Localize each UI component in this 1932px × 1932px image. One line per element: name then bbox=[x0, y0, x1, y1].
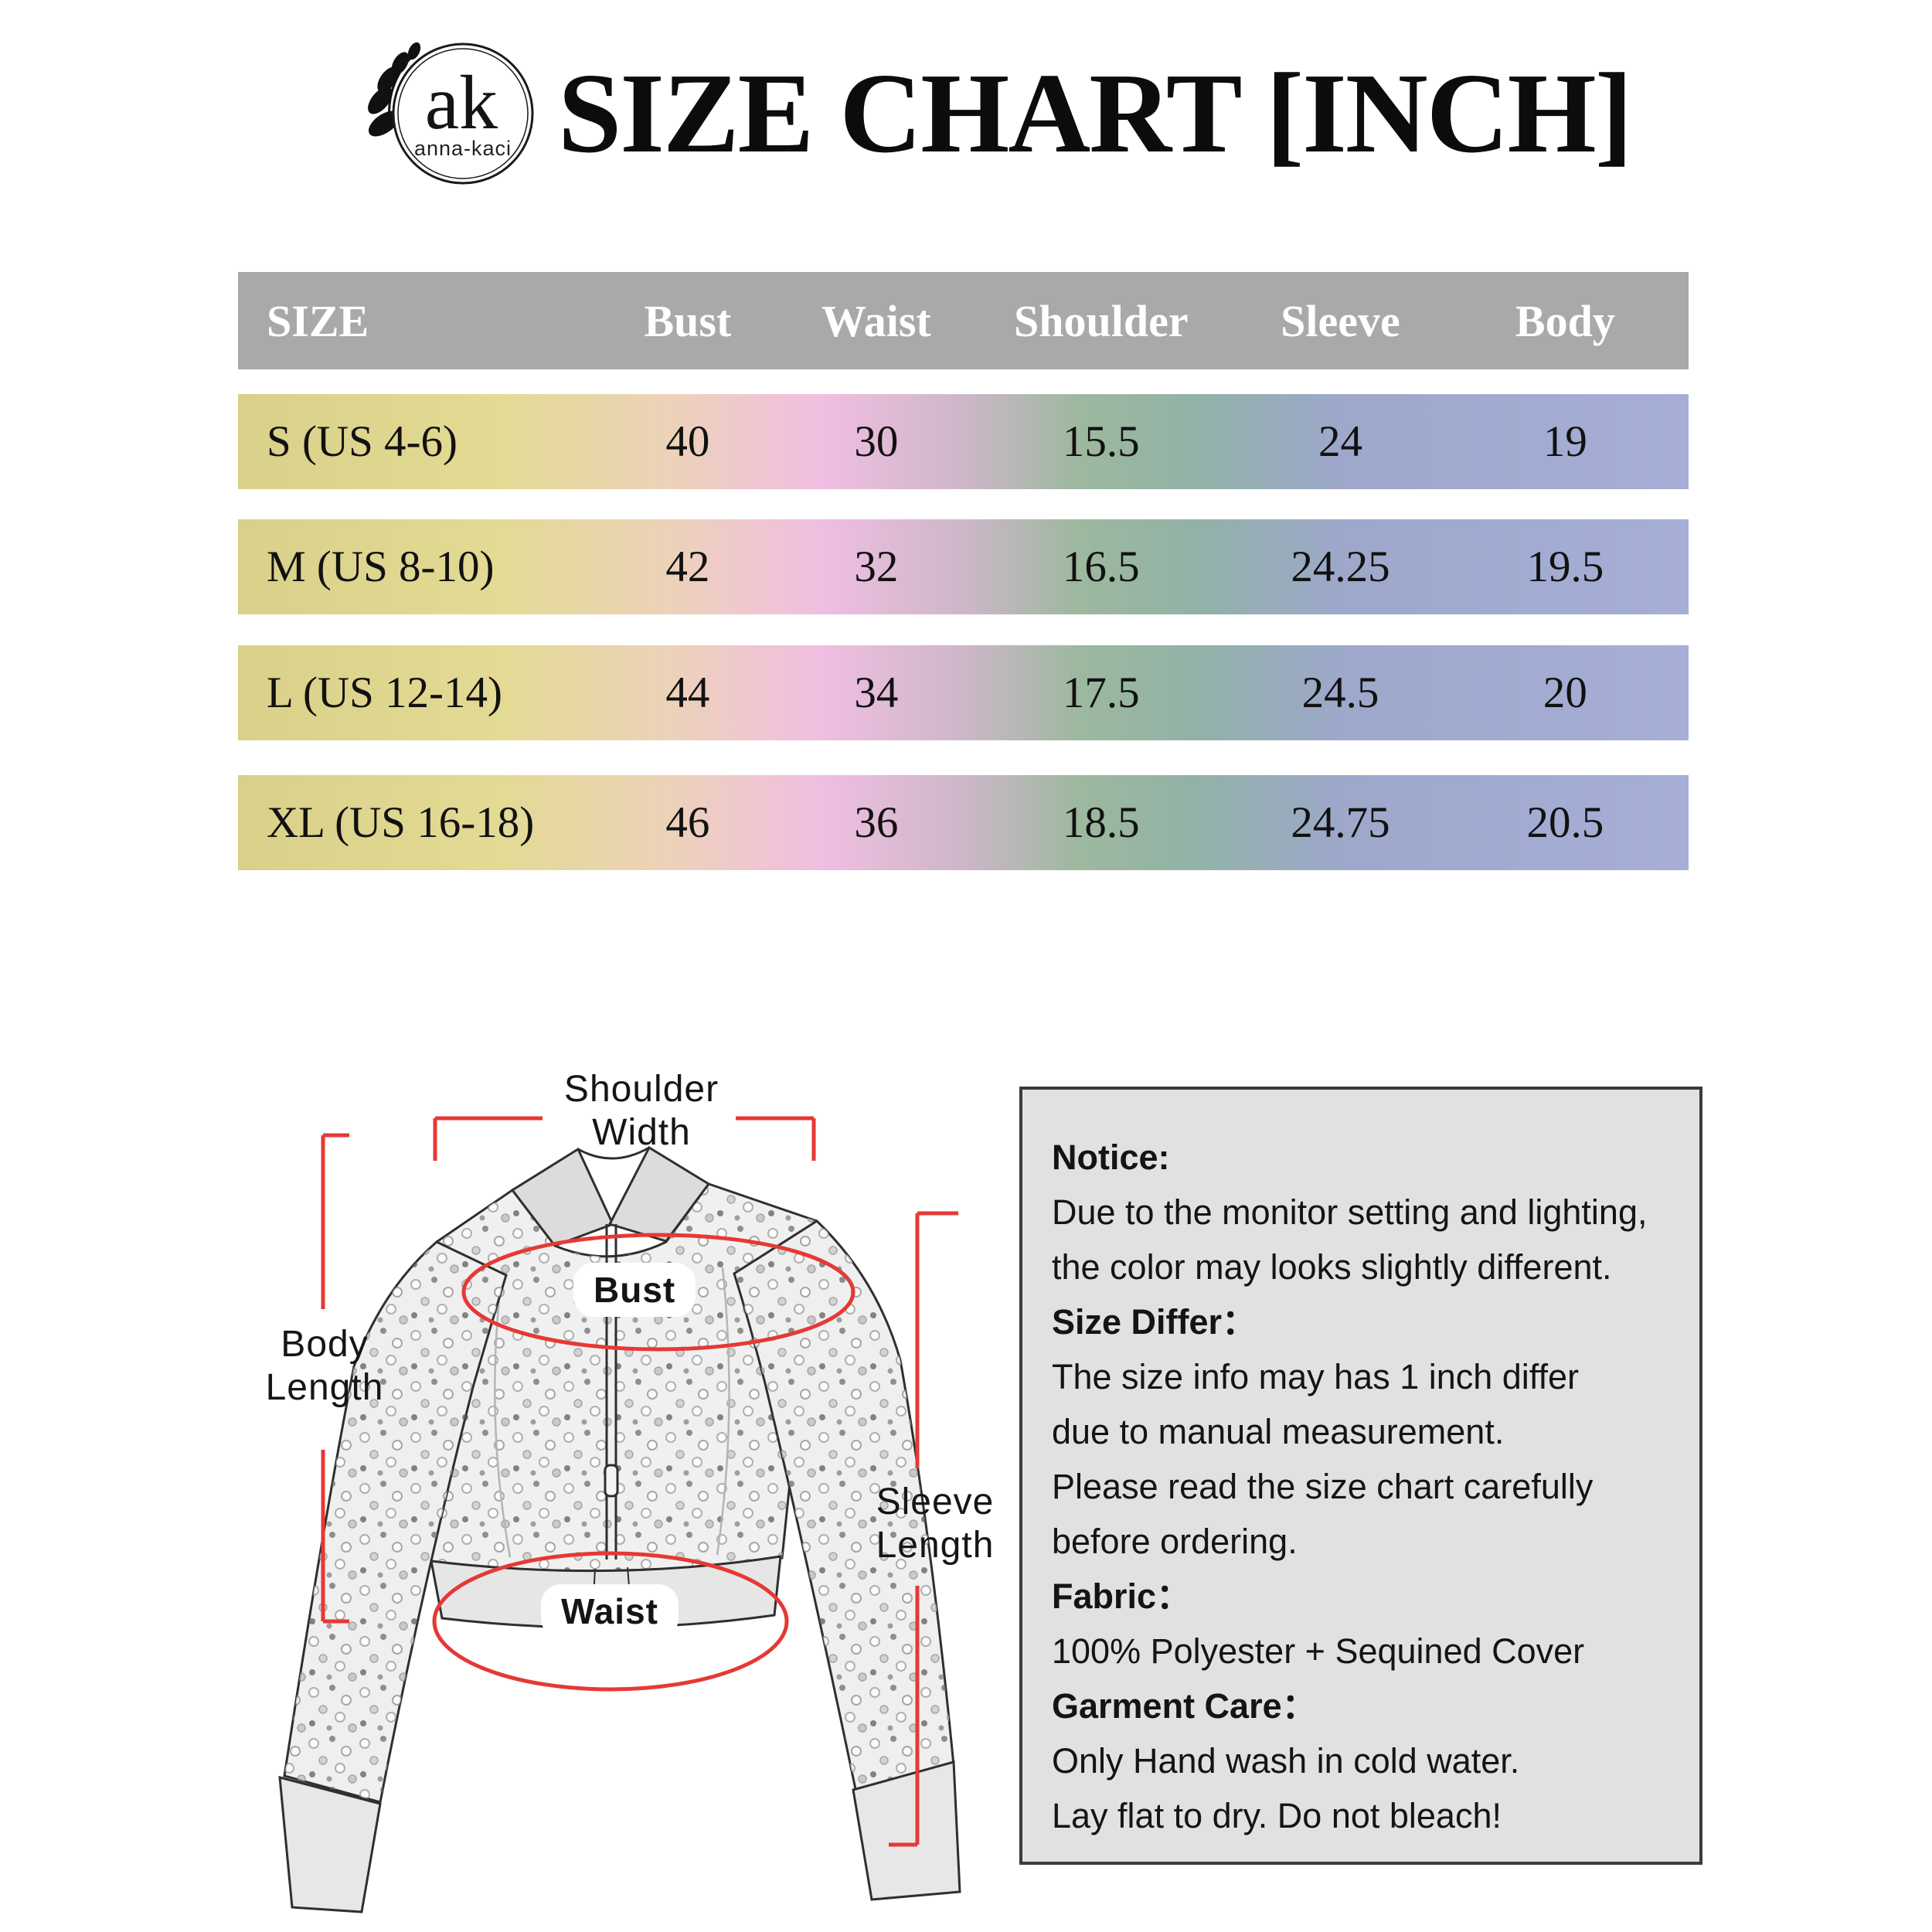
row-shoulder: 18.5 bbox=[1062, 798, 1140, 847]
shoulder-width-bracket bbox=[433, 1116, 816, 1161]
body-length-label: Body Length bbox=[265, 1324, 384, 1408]
garment-measurement-diagram bbox=[278, 1116, 961, 1913]
row-bust: 42 bbox=[665, 543, 710, 591]
leaf-sprig-icon bbox=[368, 42, 421, 137]
table-row: M (US 8-10) 42 32 16.5 24.25 19.5 bbox=[238, 519, 1689, 614]
notice-text: Please read the size chart carefully bbox=[1052, 1467, 1594, 1506]
waist-ellipse bbox=[432, 1551, 789, 1692]
page-title: SIZE CHART [INCH] bbox=[558, 50, 1633, 177]
row-sleeve: 24.75 bbox=[1291, 798, 1390, 847]
notice-box: Notice: Due to the monitor setting and l… bbox=[1019, 1087, 1702, 1865]
notice-text: due to manual measurement. bbox=[1052, 1412, 1505, 1451]
row-sleeve: 24.25 bbox=[1291, 543, 1390, 591]
notice-text: Due to the monitor setting and lighting, bbox=[1052, 1192, 1648, 1232]
row-bust: 46 bbox=[665, 798, 710, 847]
row-shoulder: 15.5 bbox=[1062, 417, 1140, 466]
sleeve-length-label: Sleeve Length bbox=[876, 1481, 995, 1566]
row-body: 20.5 bbox=[1526, 798, 1604, 847]
row-body: 19 bbox=[1543, 417, 1587, 466]
logo-monogram: ak bbox=[425, 60, 498, 145]
row-body: 19.5 bbox=[1526, 543, 1604, 591]
row-shoulder: 16.5 bbox=[1062, 543, 1140, 591]
row-size-label: M (US 8-10) bbox=[267, 543, 495, 591]
row-size-label: L (US 12-14) bbox=[267, 668, 503, 717]
brand-logo: ak anna-kaci bbox=[368, 42, 534, 185]
garment-care-heading: Garment Care： bbox=[1052, 1686, 1317, 1726]
collar-right bbox=[607, 1145, 711, 1243]
row-bust: 44 bbox=[665, 668, 710, 717]
header-waist: Waist bbox=[821, 295, 931, 346]
row-waist: 34 bbox=[854, 668, 899, 717]
measurement-annotations bbox=[321, 1116, 958, 1847]
row-shoulder: 17.5 bbox=[1062, 668, 1140, 717]
row-sleeve: 24 bbox=[1318, 417, 1362, 466]
row-size-label: XL (US 16-18) bbox=[267, 798, 535, 847]
notice-heading: Notice: bbox=[1052, 1138, 1170, 1177]
table-row: S (US 4-6) 40 30 15.5 24 19 bbox=[238, 394, 1689, 489]
notice-text: the color may looks slightly different. bbox=[1052, 1247, 1612, 1287]
header-shoulder: Shoulder bbox=[1013, 295, 1189, 346]
right-cuff bbox=[852, 1760, 961, 1901]
notice-text: 100% Polyester + Sequined Cover bbox=[1052, 1631, 1585, 1671]
waist-label: Waist bbox=[541, 1584, 679, 1638]
notice-text: before ordering. bbox=[1052, 1522, 1298, 1561]
table-row: L (US 12-14) 44 34 17.5 24.5 20 bbox=[238, 645, 1689, 740]
row-bust: 40 bbox=[665, 417, 710, 466]
header-body: Body bbox=[1515, 295, 1615, 346]
header-size: SIZE bbox=[267, 295, 369, 346]
table-row: XL (US 16-18) 46 36 18.5 24.75 20.5 bbox=[238, 775, 1689, 870]
jacket-illustration bbox=[278, 1145, 961, 1913]
row-sleeve: 24.5 bbox=[1301, 668, 1379, 717]
logo-brand-name: anna-kaci bbox=[414, 137, 512, 160]
bust-label: Bust bbox=[573, 1263, 696, 1317]
notice-text: Lay flat to dry. Do not bleach! bbox=[1052, 1796, 1502, 1835]
row-waist: 32 bbox=[854, 543, 899, 591]
row-waist: 36 bbox=[854, 798, 899, 847]
bust-ellipse bbox=[461, 1233, 855, 1352]
header-sleeve: Sleeve bbox=[1281, 295, 1400, 346]
size-table: SIZE Bust Waist Shoulder Sleeve Body S (… bbox=[238, 272, 1689, 875]
row-size-label: S (US 4-6) bbox=[267, 417, 458, 466]
left-cuff bbox=[278, 1776, 382, 1913]
header-bust: Bust bbox=[644, 295, 732, 346]
notice-text: The size info may has 1 inch differ bbox=[1052, 1357, 1580, 1396]
row-body: 20 bbox=[1543, 668, 1587, 717]
shoulder-width-label: Shoulder Width bbox=[563, 1069, 719, 1153]
sleeve-length-bracket bbox=[889, 1211, 958, 1847]
row-waist: 30 bbox=[854, 417, 899, 466]
fabric-heading: Fabric： bbox=[1052, 1577, 1192, 1616]
body-length-bracket bbox=[321, 1133, 349, 1624]
notice-text: Only Hand wash in cold water. bbox=[1052, 1741, 1520, 1781]
table-header-row: SIZE Bust Waist Shoulder Sleeve Body bbox=[238, 272, 1689, 369]
size-differ-heading: Size Differ： bbox=[1052, 1302, 1257, 1342]
